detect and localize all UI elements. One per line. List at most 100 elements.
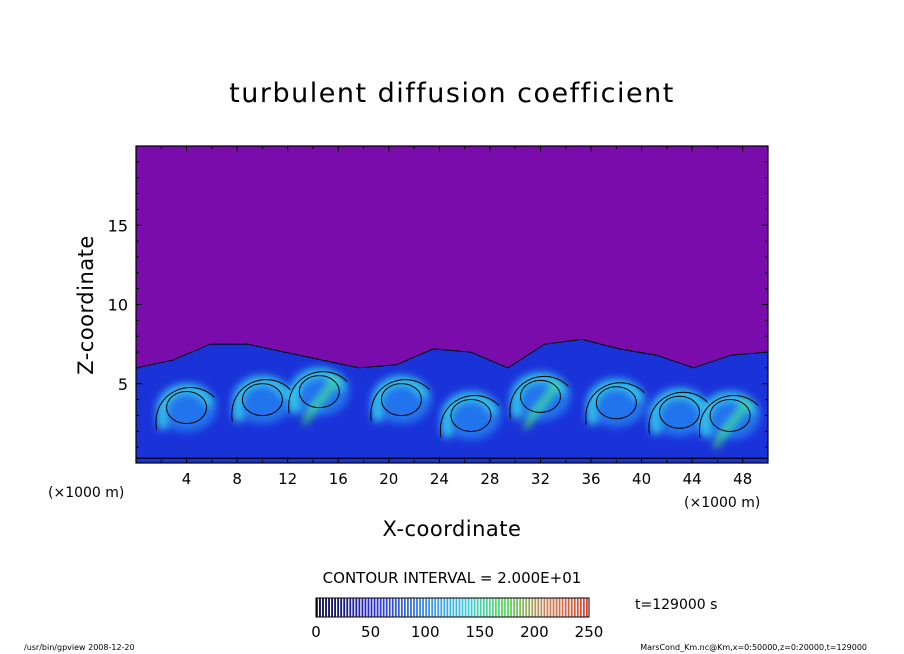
colorbar-stripe <box>346 598 349 617</box>
eddy-peak <box>523 379 559 429</box>
colorbar-stripe <box>488 598 491 617</box>
colorbar-stripe <box>449 598 452 617</box>
colorbar <box>316 598 588 617</box>
x-tick-label: 16 <box>329 470 348 488</box>
plot-area <box>136 146 768 463</box>
contour-line <box>231 379 291 422</box>
colorbar-stripe <box>573 598 576 617</box>
contour-line <box>439 395 500 438</box>
colorbar-stripe <box>391 598 394 617</box>
x-tick-label: 28 <box>480 470 499 488</box>
colorbar-stripe <box>516 598 519 617</box>
contour-lines <box>136 371 768 459</box>
colorbar-stripe <box>319 598 321 617</box>
colorbar-stripe <box>549 598 552 617</box>
contour-line <box>595 386 637 420</box>
colorbar-stripe <box>558 598 561 617</box>
time-label: t=129000 s <box>635 597 717 613</box>
x-axis: 4 8 12 16 20 24 28 32 36 40 44 48 <box>160 146 752 488</box>
colorbar-stripe <box>522 598 525 617</box>
colorbar-stripe <box>425 598 428 617</box>
contour-line <box>519 379 561 413</box>
x-tick-label: 24 <box>430 470 449 488</box>
colorbar-stripe <box>316 598 318 617</box>
colorbar-stripe <box>582 598 585 617</box>
colorbar-stripe <box>343 598 346 617</box>
x-tick-label: 40 <box>632 470 651 488</box>
colorbar-stripe <box>431 598 434 617</box>
colorbar-stripe <box>543 598 546 617</box>
contour-line <box>241 383 283 417</box>
colorbar-stripe <box>337 598 340 617</box>
x-tick-label: 32 <box>531 470 550 488</box>
colorbar-tick-label: 0 <box>311 623 321 641</box>
y-tick-label: 10 <box>108 296 128 315</box>
y-tick-label: 5 <box>118 375 128 394</box>
colorbar-stripe <box>410 598 412 617</box>
colorbar-stripe <box>564 598 567 617</box>
colorbar-stripe <box>322 598 324 617</box>
colorbar-stripe <box>367 598 370 617</box>
colorbar-stripe <box>455 598 458 617</box>
colorbar-stripe <box>528 598 531 617</box>
y-axis: 5 10 15 <box>108 161 768 448</box>
x-tick-label: 36 <box>581 470 600 488</box>
colorbar-stripe <box>585 598 588 617</box>
colorbar-stripe <box>504 598 506 617</box>
colorbar-stripe <box>331 598 333 617</box>
footer-right: MarsCond_Km.nc@Km,x=0:50000,z=0:20000,t=… <box>640 643 867 652</box>
colorbar-stripe <box>470 598 473 617</box>
colorbar-stripe <box>519 598 522 617</box>
contour-line <box>585 382 645 425</box>
field-layer <box>136 338 768 463</box>
colorbar-stripe <box>385 598 388 617</box>
eddy-peak <box>713 398 749 448</box>
colorbar-stripe <box>340 598 343 617</box>
colorbar-stripe <box>328 598 330 617</box>
colorbar-stripe <box>498 598 500 617</box>
x-tick-label: 12 <box>278 470 297 488</box>
colorbar-stripe <box>382 598 385 617</box>
colorbar-stripe <box>537 598 540 617</box>
contour-line <box>370 379 430 422</box>
contour-interval-label: CONTOUR INTERVAL = 2.000E+01 <box>323 569 582 587</box>
colorbar-tick-label: 150 <box>465 623 494 641</box>
colorbar-stripe <box>534 598 537 617</box>
x-tick-label: 48 <box>733 470 752 488</box>
x-tick-label: 8 <box>232 470 242 488</box>
colorbar-stripe <box>394 598 397 617</box>
colorbar-tick-label: 100 <box>411 623 440 641</box>
y-axis-label: Z-coordinate <box>74 235 98 375</box>
x-unit-label: (×1000 m) <box>684 495 760 511</box>
colorbar-stripe <box>364 598 367 617</box>
contour-line <box>155 387 215 430</box>
y-unit-label: (×1000 m) <box>48 485 124 501</box>
colorbar-stripe <box>358 598 361 617</box>
colorbar-stripe <box>501 598 503 617</box>
colorbar-stripe <box>467 598 470 617</box>
colorbar-stripe <box>513 598 515 617</box>
contour-line <box>659 395 701 429</box>
colorbar-stripe <box>476 598 479 617</box>
colorbar-stripe <box>379 598 382 617</box>
colorbar-stripe <box>400 598 403 617</box>
colorbar-stripe <box>376 598 379 617</box>
colorbar-stripe <box>422 598 424 617</box>
colorbar-stripe <box>461 598 464 617</box>
colorbar-stripe <box>413 598 415 617</box>
contour-line <box>699 395 759 438</box>
colorbar-stripe <box>388 598 391 617</box>
colorbar-stripe <box>546 598 549 617</box>
colorbar-stripe <box>434 598 437 617</box>
colorbar-stripe <box>352 598 355 617</box>
colorbar-ticks: 0 50 100 150 200 250 <box>311 623 603 641</box>
colorbar-stripe <box>407 598 409 617</box>
footer-left: /usr/bin/gpview 2008-12-20 <box>24 643 135 652</box>
contour-line <box>709 398 751 432</box>
colorbar-stripe <box>570 598 573 617</box>
contour-line <box>509 376 569 419</box>
colorbar-stripe <box>416 598 418 617</box>
colorbar-stripe <box>507 598 509 617</box>
x-axis-label: X-coordinate <box>383 517 522 541</box>
